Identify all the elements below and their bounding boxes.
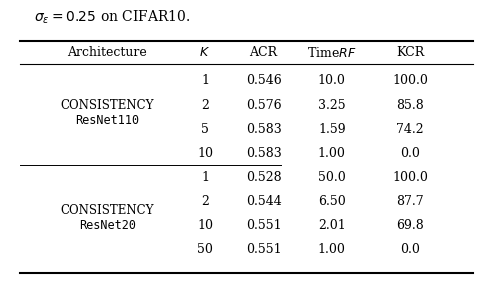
- Text: CONSISTENCY: CONSISTENCY: [61, 204, 154, 217]
- Text: Time$RF$: Time$RF$: [307, 45, 357, 60]
- Text: 0.583: 0.583: [245, 123, 282, 136]
- Text: Architecture: Architecture: [67, 46, 147, 59]
- Text: 0.576: 0.576: [245, 99, 282, 112]
- Text: 50: 50: [197, 243, 213, 256]
- Text: 2: 2: [201, 99, 209, 112]
- Text: 0.544: 0.544: [245, 195, 282, 208]
- Text: $K$: $K$: [200, 46, 210, 59]
- Text: 0.551: 0.551: [245, 243, 282, 256]
- Text: 0.583: 0.583: [245, 147, 282, 160]
- Text: 2: 2: [201, 195, 209, 208]
- Text: 2.01: 2.01: [318, 219, 346, 232]
- Text: 3.25: 3.25: [318, 99, 346, 112]
- Text: 5: 5: [201, 123, 209, 136]
- Text: 0.0: 0.0: [400, 147, 420, 160]
- Text: 100.0: 100.0: [392, 171, 428, 184]
- Text: 0.546: 0.546: [245, 74, 282, 87]
- Text: 1.00: 1.00: [318, 243, 346, 256]
- Text: CONSISTENCY: CONSISTENCY: [61, 99, 154, 112]
- Text: 6.50: 6.50: [318, 195, 346, 208]
- Text: 87.7: 87.7: [396, 195, 424, 208]
- Text: $\sigma_\epsilon = 0.25$ on CIFAR10.: $\sigma_\epsilon = 0.25$ on CIFAR10.: [34, 9, 191, 26]
- Text: 1: 1: [201, 74, 209, 87]
- Text: 69.8: 69.8: [396, 219, 424, 232]
- Text: KCR: KCR: [396, 46, 424, 59]
- Text: 74.2: 74.2: [396, 123, 424, 136]
- Text: 0.0: 0.0: [400, 243, 420, 256]
- Text: ResNet110: ResNet110: [75, 114, 140, 127]
- Text: 100.0: 100.0: [392, 74, 428, 87]
- Text: 50.0: 50.0: [318, 171, 346, 184]
- Text: 1: 1: [201, 171, 209, 184]
- Text: 1.59: 1.59: [318, 123, 346, 136]
- Text: 10: 10: [197, 147, 213, 160]
- Text: 0.528: 0.528: [245, 171, 282, 184]
- Text: 10: 10: [197, 219, 213, 232]
- Text: 0.551: 0.551: [245, 219, 282, 232]
- Text: ResNet20: ResNet20: [79, 219, 136, 232]
- Text: ACR: ACR: [249, 46, 278, 59]
- Text: 1.00: 1.00: [318, 147, 346, 160]
- Text: 85.8: 85.8: [396, 99, 424, 112]
- Text: 10.0: 10.0: [318, 74, 346, 87]
